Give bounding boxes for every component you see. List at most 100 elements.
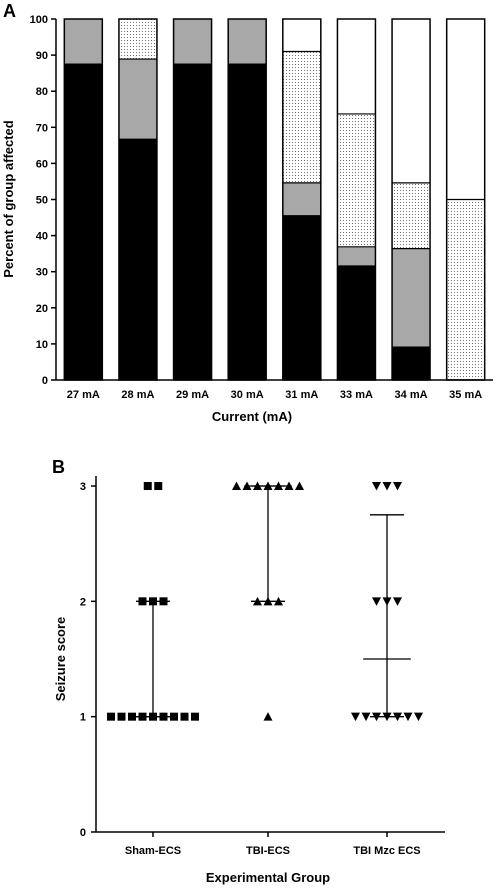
bar-segment-series-2 xyxy=(173,19,212,65)
panel-a-y-tick-label: 50 xyxy=(36,195,48,207)
bar-segment-series-4 xyxy=(392,19,431,183)
panel-a-y-tick-label: 90 xyxy=(36,50,48,62)
panel-b-y-tick-label: 2 xyxy=(80,596,86,608)
data-point-triangle-up xyxy=(253,481,262,490)
bar-segment-series-1 xyxy=(228,64,267,380)
panel-b-x-tick-label: TBI Mzc ECS xyxy=(353,845,420,857)
data-point-triangle-up xyxy=(274,596,283,606)
panel-b-y-axis-label: Seizure score xyxy=(53,617,68,702)
data-point-square xyxy=(143,482,152,490)
panel-b-x-tick-label: TBI-ECS xyxy=(246,845,290,857)
data-point-square xyxy=(149,712,157,721)
data-point-square xyxy=(107,712,115,721)
panel-a-y-tick-label: 0 xyxy=(42,375,48,387)
data-point-triangle-down xyxy=(393,712,402,722)
bar-segment-series-1 xyxy=(64,64,103,380)
data-point-square xyxy=(138,712,147,721)
panel-b-y-ticks: 0 1 2 3 xyxy=(80,481,96,839)
panel-a-y-tick-label: 20 xyxy=(36,303,48,315)
panel-a-y-tick-label: 70 xyxy=(36,122,48,134)
panel-b-y-tick-label: 3 xyxy=(80,481,86,493)
panel-a-y-tick-label: 80 xyxy=(36,86,48,98)
bar-segment-series-3 xyxy=(446,199,485,380)
data-point-square xyxy=(128,712,136,721)
bar-29-mA xyxy=(172,18,213,381)
panel-b-y-tick-label: 1 xyxy=(80,712,86,724)
panel-a-x-tick-label: 35 mA xyxy=(449,389,482,401)
data-point-triangle-up xyxy=(274,481,283,490)
bar-segment-series-3 xyxy=(337,113,376,247)
data-point-triangle-down xyxy=(361,712,371,722)
bar-segment-series-4 xyxy=(282,19,321,52)
panel-a-y-tick-label: 10 xyxy=(36,339,48,351)
data-point-triangle-down xyxy=(414,712,423,722)
data-point-triangle-up xyxy=(263,712,273,721)
panel-a-x-tick-label: 34 mA xyxy=(395,389,428,401)
data-point-triangle-up xyxy=(232,481,241,490)
bar-35-mA xyxy=(445,18,486,381)
bar-27-mA xyxy=(63,18,104,381)
panel-a-x-tick-label: 28 mA xyxy=(121,389,154,401)
panel-a-x-axis-label: Current (mA) xyxy=(212,409,292,424)
data-point-triangle-down xyxy=(382,597,392,606)
panel-a-bars xyxy=(63,18,486,381)
bar-segment-series-1 xyxy=(282,215,321,380)
bar-segment-series-3 xyxy=(118,19,157,60)
panel-b-x-axis-label: Experimental Group xyxy=(206,870,330,885)
data-point-triangle-up xyxy=(295,481,304,490)
panel-a-label: A xyxy=(3,1,16,21)
panel-b-x-ticks: Sham-ECS TBI-ECS TBI Mzc ECS xyxy=(125,832,421,857)
bar-segment-series-2 xyxy=(392,248,431,348)
bar-segment-series-1 xyxy=(337,265,376,380)
data-point-triangle-down xyxy=(382,482,392,491)
data-point-triangle-down xyxy=(372,712,381,722)
bar-segment-series-3 xyxy=(392,182,431,249)
panel-a-x-tick-label: 31 mA xyxy=(285,389,318,401)
data-point-square xyxy=(138,597,147,606)
panel-a-y-tick-label: 60 xyxy=(36,158,48,170)
panel-a-x-tick-label: 30 mA xyxy=(231,389,264,401)
panel-b-axes xyxy=(95,476,445,833)
bar-segment-series-2 xyxy=(282,182,321,216)
bar-segment-series-2 xyxy=(64,19,103,65)
bar-segment-series-1 xyxy=(392,347,431,380)
data-point-triangle-down xyxy=(372,482,381,491)
panel-a-y-tick-label: 30 xyxy=(36,267,48,279)
data-point-square xyxy=(170,712,178,721)
panel-a-y-axis-label: Percent of group affected xyxy=(1,120,16,278)
data-point-triangle-down xyxy=(393,597,402,606)
panel-b-points xyxy=(107,481,423,722)
data-point-triangle-down xyxy=(393,482,402,491)
panel-a-axes xyxy=(55,19,493,381)
panel-b-y-tick-label: 0 xyxy=(80,827,86,839)
bar-segment-series-2 xyxy=(337,246,376,266)
data-point-triangle-up xyxy=(253,596,262,606)
panel-a-x-ticks: 27 mA 28 mA 29 mA 30 mA 31 mA 33 mA 34 mA 35 mA xyxy=(67,389,482,401)
data-point-triangle-down xyxy=(351,712,360,722)
data-point-triangle-up xyxy=(263,481,273,490)
bar-34-mA xyxy=(391,18,431,381)
panel-a-y-tick-label: 40 xyxy=(36,231,48,243)
data-point-square xyxy=(149,597,157,606)
bar-30-mA xyxy=(227,18,267,381)
panel-a-stacked-bar-chart: A 0 10 20 30 40 50 60 70 80 90 100 27 mA 28 mA 29 mA… xyxy=(1,1,493,424)
data-point-triangle-down xyxy=(372,597,381,606)
data-point-triangle-up xyxy=(284,481,294,490)
panel-a-y-ticks: 0 10 20 30 40 50 60 70 80 90 100 xyxy=(30,14,56,387)
data-point-triangle-up xyxy=(263,596,273,606)
bar-31-mA xyxy=(282,18,322,381)
data-point-square xyxy=(180,712,189,721)
panel-a-x-tick-label: 29 mA xyxy=(176,389,209,401)
bar-28-mA xyxy=(118,18,158,381)
bar-segment-series-2 xyxy=(228,19,267,65)
bar-33-mA xyxy=(336,18,377,381)
panel-b-x-tick-label: Sham-ECS xyxy=(125,845,181,857)
bar-segment-series-4 xyxy=(446,19,485,200)
data-point-square xyxy=(159,597,168,606)
data-point-square xyxy=(117,712,126,721)
bar-segment-series-4 xyxy=(337,19,376,114)
data-point-square xyxy=(154,482,163,490)
data-point-square xyxy=(159,712,168,721)
bar-segment-series-2 xyxy=(118,59,157,140)
